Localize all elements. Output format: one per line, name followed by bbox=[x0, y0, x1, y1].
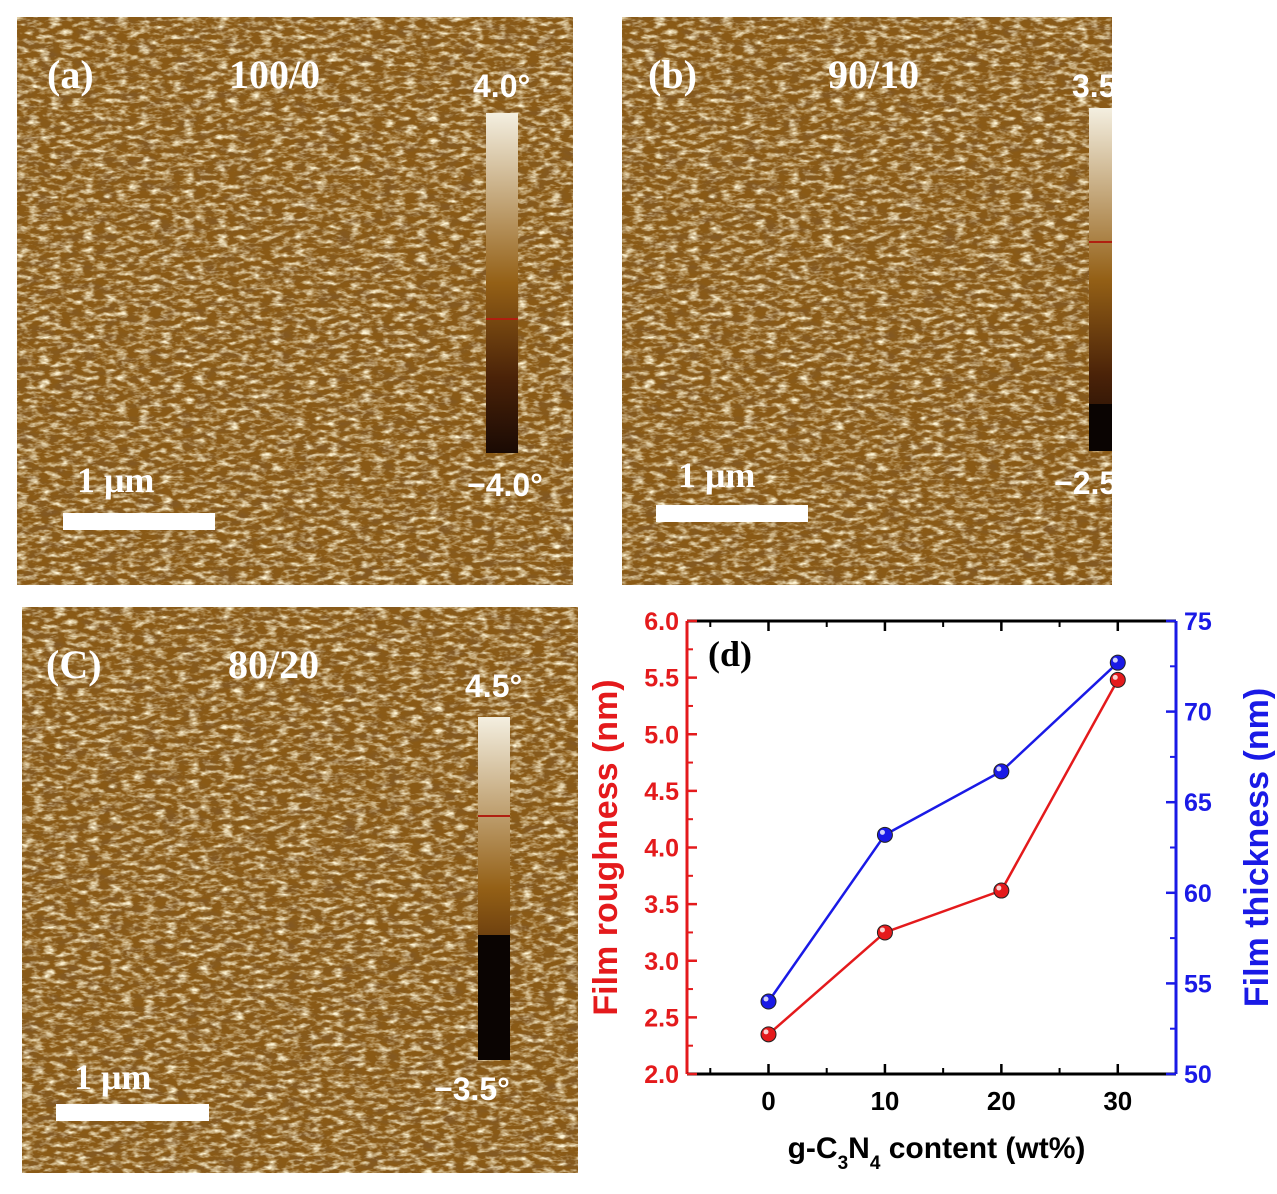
point-highlight bbox=[996, 766, 1002, 772]
right-tick-label: 55 bbox=[1184, 970, 1212, 998]
point-highlight bbox=[879, 927, 885, 933]
composition-ratio: 80/20 bbox=[228, 642, 320, 687]
left-tick-label: 2.0 bbox=[644, 1061, 679, 1089]
afm-panel-c: (C) 80/20 4.5° −3.5° 1 μm bbox=[22, 607, 578, 1173]
x-axis-label: g-C3N4 content (wt%) bbox=[788, 1132, 1086, 1174]
left-tick-label: 4.5 bbox=[644, 778, 679, 806]
colorbar-max-label: 4.0° bbox=[473, 68, 531, 104]
composition-ratio: 90/10 bbox=[828, 52, 920, 97]
colorbar-max-label: 4.5° bbox=[465, 668, 523, 704]
scale-bar-label: 1 μm bbox=[74, 1057, 152, 1097]
x-tick-label: 20 bbox=[987, 1086, 1016, 1116]
left-tick-label: 5.0 bbox=[644, 721, 679, 749]
left-tick-label: 3.0 bbox=[644, 948, 679, 976]
roughness-point bbox=[1109, 671, 1126, 688]
left-tick-label: 5.5 bbox=[644, 665, 679, 693]
colorbar bbox=[478, 717, 510, 1060]
scale-bar bbox=[56, 1104, 209, 1121]
chart-panel-d: 2.0 2.5 3.0 3.5 4.0 4.5 5.0 5.5 6.0 50 55 60 65 70 75 0… bbox=[590, 600, 1277, 1194]
afm-panel-b: (b) 90/10 3.5° −2.5° 1 μm bbox=[622, 17, 1112, 585]
thickness-point bbox=[993, 763, 1010, 780]
colorbar-min-label: −3.5° bbox=[434, 1071, 510, 1107]
afm-texture bbox=[17, 17, 573, 585]
right-tick-label: 50 bbox=[1184, 1061, 1212, 1089]
point-highlight bbox=[763, 1029, 769, 1035]
left-tick-label: 6.0 bbox=[644, 608, 679, 636]
scale-bar bbox=[63, 513, 215, 530]
scale-bar bbox=[656, 505, 808, 522]
panel-label: (a) bbox=[47, 52, 94, 97]
y-axis-label-right: Film thickness (nm) bbox=[1238, 688, 1276, 1007]
thickness-point bbox=[876, 826, 893, 843]
roughness-line bbox=[767, 679, 1119, 1036]
point-highlight bbox=[996, 885, 1002, 891]
roughness-point bbox=[876, 924, 893, 941]
thickness-line bbox=[767, 661, 1119, 1003]
left-tick-label: 3.5 bbox=[644, 891, 679, 919]
y-axis-label-left: Film roughness (nm) bbox=[590, 679, 625, 1015]
right-tick-label: 70 bbox=[1184, 699, 1212, 727]
left-tick-label: 4.0 bbox=[644, 835, 679, 863]
scale-bar-label: 1 μm bbox=[77, 460, 155, 500]
roughness-point bbox=[760, 1026, 777, 1043]
colorbar bbox=[1089, 108, 1112, 451]
point-highlight bbox=[879, 829, 885, 835]
thickness-point bbox=[760, 993, 777, 1010]
chart-canvas: 2.0 2.5 3.0 3.5 4.0 4.5 5.0 5.5 6.0 50 55 60 65 70 75 0… bbox=[590, 608, 1276, 1174]
colorbar-min-label: −2.5° bbox=[1054, 465, 1112, 501]
panel-label: (b) bbox=[648, 52, 697, 97]
panel-label: (C) bbox=[46, 642, 102, 687]
right-tick-label: 65 bbox=[1184, 789, 1212, 817]
afm-texture bbox=[22, 607, 578, 1173]
colorbar-max-label: 3.5° bbox=[1072, 68, 1112, 104]
afm-texture bbox=[622, 17, 1112, 585]
x-tick-label: 30 bbox=[1103, 1086, 1132, 1116]
x-tick-label: 10 bbox=[870, 1086, 899, 1116]
point-highlight bbox=[1112, 674, 1118, 680]
afm-panel-a: (a) 100/0 4.0° −4.0° 1 μm bbox=[17, 17, 573, 585]
point-highlight bbox=[763, 996, 769, 1002]
right-tick-label: 75 bbox=[1184, 608, 1212, 636]
point-highlight bbox=[1112, 657, 1118, 663]
left-tick-label: 2.5 bbox=[644, 1004, 679, 1032]
scale-bar-label: 1 μm bbox=[678, 455, 756, 495]
x-tick-label: 0 bbox=[761, 1086, 775, 1116]
right-tick-label: 60 bbox=[1184, 880, 1212, 908]
colorbar-min-label: −4.0° bbox=[467, 467, 543, 503]
thickness-point bbox=[1109, 654, 1126, 671]
panel-label: (d) bbox=[708, 634, 752, 674]
roughness-point bbox=[993, 882, 1010, 899]
colorbar bbox=[486, 113, 518, 453]
composition-ratio: 100/0 bbox=[229, 52, 321, 97]
